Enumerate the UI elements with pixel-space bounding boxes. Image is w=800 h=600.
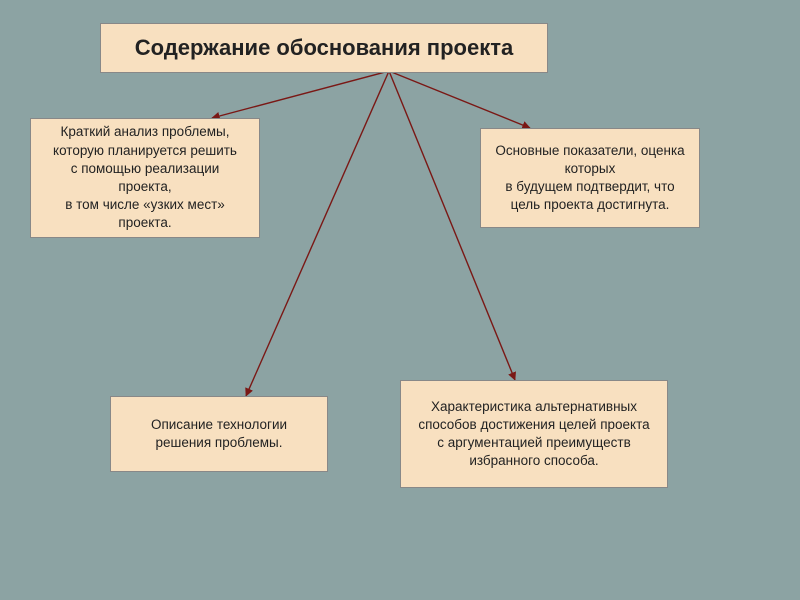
child-box-c4: Характеристика альтернативных способов д… <box>400 380 668 488</box>
child-box-c1: Краткий анализ проблемы, которую планиру… <box>30 118 260 238</box>
child-box-c3: Описание технологии решения проблемы. <box>110 396 328 472</box>
child-text-c1: Краткий анализ проблемы, которую планиру… <box>45 123 245 232</box>
title-box: Содержание обоснования проекта <box>100 23 548 73</box>
connector-lines <box>0 0 800 600</box>
child-text-c3: Описание технологии решения проблемы. <box>125 416 313 452</box>
child-text-c2: Основные показатели, оценка которых в бу… <box>495 142 685 215</box>
child-box-c2: Основные показатели, оценка которых в бу… <box>480 128 700 228</box>
child-text-c4: Характеристика альтернативных способов д… <box>415 398 653 471</box>
title-text: Содержание обоснования проекта <box>135 35 513 61</box>
